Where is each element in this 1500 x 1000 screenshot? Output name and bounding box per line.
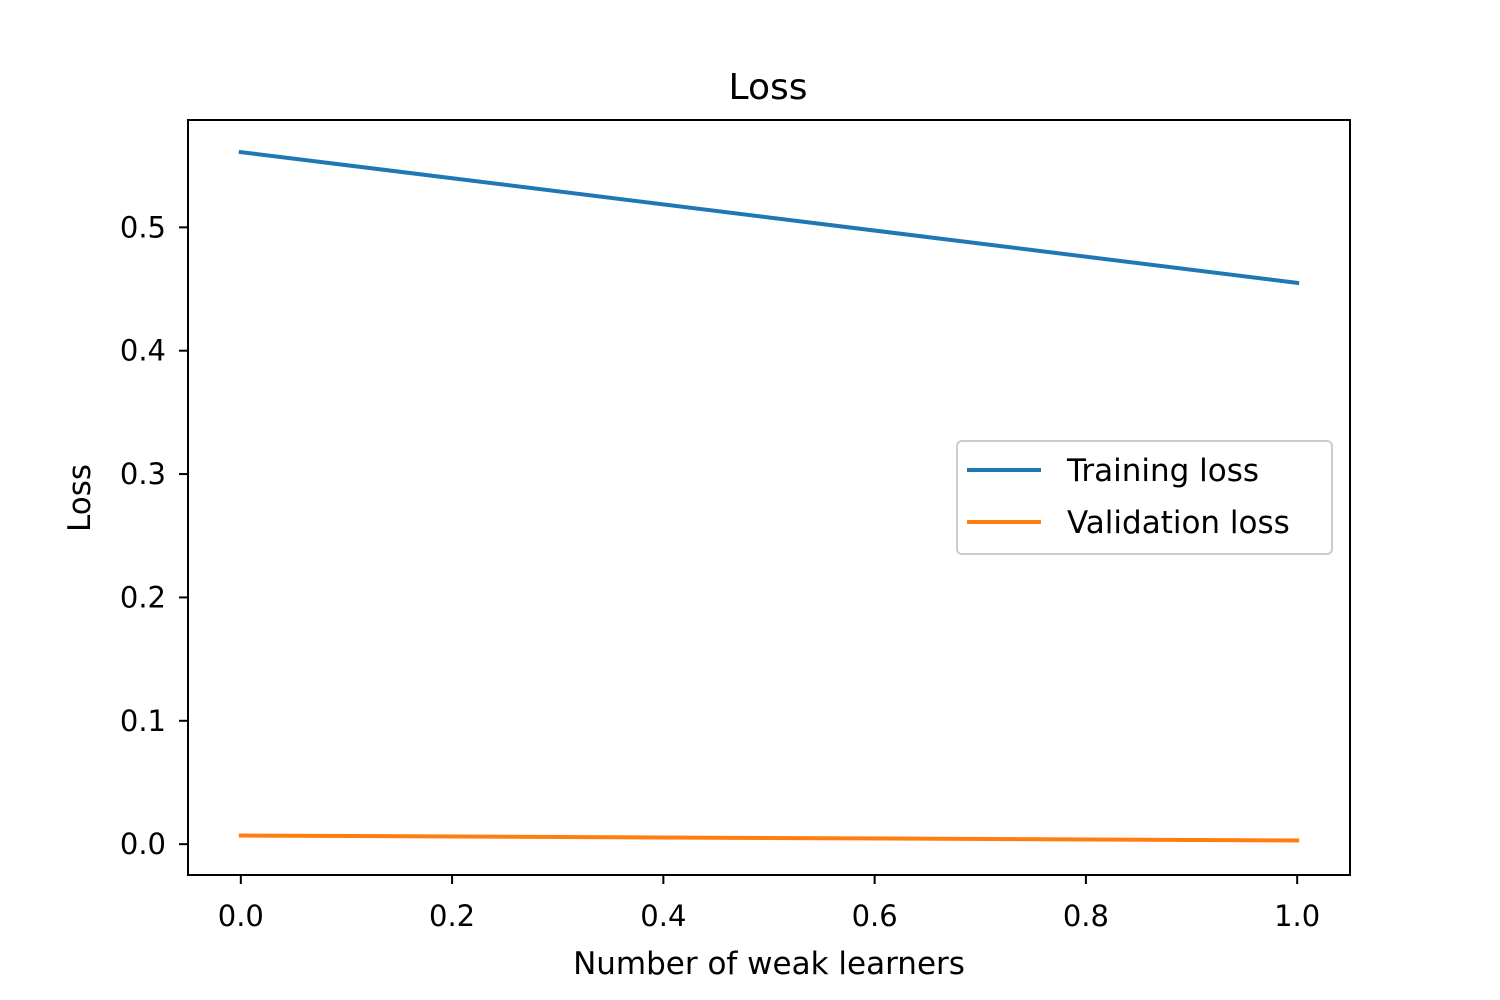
x-axis-label: Number of weak learners (573, 946, 965, 982)
legend-box (956, 440, 1333, 555)
y-tick-label: 0.1 (120, 704, 166, 738)
y-axis: 0.0 0.1 0.2 0.3 0.4 0.5 (120, 210, 188, 861)
y-tick-label: 0.0 (120, 827, 166, 861)
y-tick-label: 0.5 (120, 210, 166, 244)
x-tick-label: 0.4 (640, 899, 686, 933)
y-tick-label: 0.3 (120, 457, 166, 491)
x-tick-label: 0.0 (218, 899, 264, 933)
y-axis-label: Loss (62, 464, 98, 532)
legend-label-1: Validation loss (1067, 505, 1290, 541)
series-layer (238, 149, 1300, 843)
y-tick-label: 0.4 (120, 334, 166, 368)
x-tick-label: 0.8 (1063, 899, 1109, 933)
series-line-1 (238, 833, 1300, 843)
x-tick-label: 0.6 (852, 899, 898, 933)
x-tick-label: 1.0 (1274, 899, 1320, 933)
chart-title: Loss (729, 67, 808, 108)
x-axis: 0.0 0.2 0.4 0.6 0.8 1.0 (218, 875, 1320, 933)
y-tick-label: 0.2 (120, 580, 166, 614)
legend-label-0: Training loss (1066, 453, 1259, 489)
legend: Training loss Validation loss (956, 440, 1333, 555)
series-line-0 (238, 149, 1300, 286)
plot-frame (187, 119, 1351, 876)
x-tick-label: 0.2 (429, 899, 475, 933)
